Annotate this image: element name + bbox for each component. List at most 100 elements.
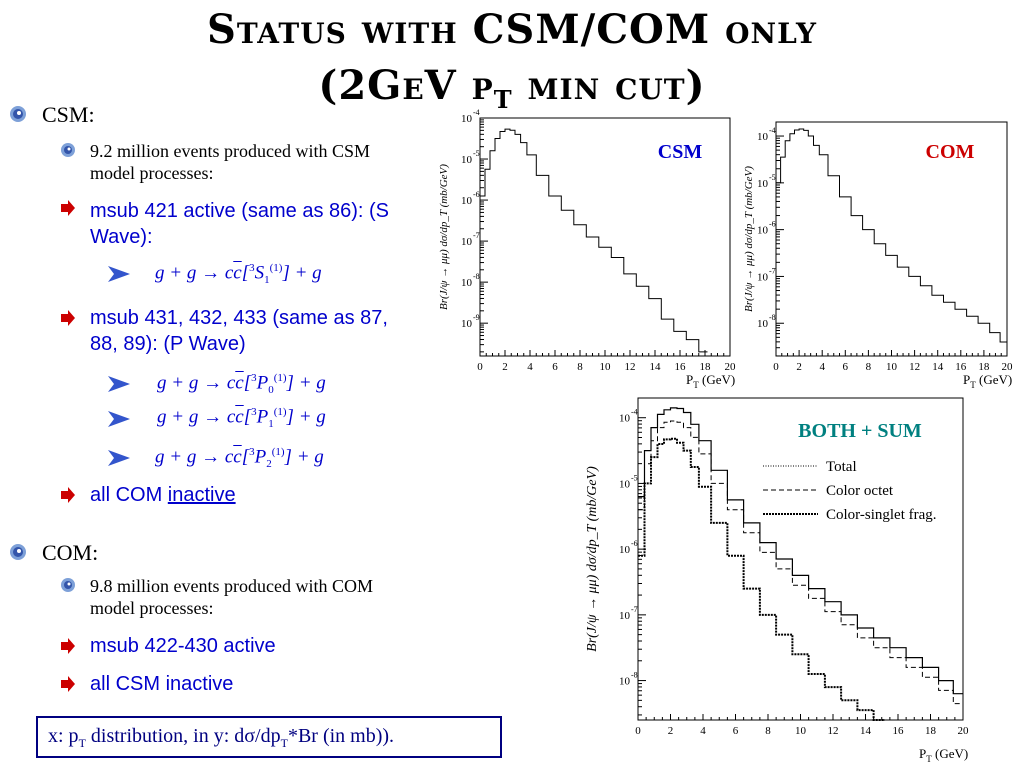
y-tick-label: 10 <box>461 113 473 125</box>
series-line-color-octet <box>638 420 963 705</box>
x-tick-label: 0 <box>635 725 641 737</box>
arrow-bullet-icon <box>61 638 75 654</box>
x-tick-label: 12 <box>828 725 839 737</box>
y-tick-exponent: -4 <box>473 108 480 117</box>
x-axis-title: PT (GeV) <box>919 746 968 764</box>
y-tick-label: 10 <box>461 318 473 330</box>
x-tick-label: 10 <box>886 361 898 373</box>
msub422-text: msub 422-430 active <box>90 635 276 657</box>
x-tick-label: 4 <box>527 361 533 373</box>
y-tick-exponent: -8 <box>473 272 480 281</box>
y-tick-label: 10 <box>461 154 473 166</box>
y-tick-label: 10 <box>619 610 631 622</box>
swirl-bullet-icon <box>61 578 75 592</box>
x-tick-label: 8 <box>577 361 583 373</box>
chart-1: 0 2 4 6 8 10 12 14 16 18 2010-410-510-610-710-8COM… <box>743 121 1014 390</box>
chevron-bullet-icon <box>108 266 130 282</box>
y-tick-label: 10 <box>461 236 473 248</box>
x-tick-label: 10 <box>600 361 612 373</box>
x-tick-label: 14 <box>932 361 944 373</box>
x-tick-label: 20 <box>725 361 737 373</box>
y-tick-exponent: -5 <box>473 149 480 158</box>
com-inactive-text: all COM inactive <box>90 484 236 506</box>
arrow-bullet-icon <box>61 200 75 216</box>
x-tick-label: 20 <box>1002 361 1014 373</box>
x-tick-label: 16 <box>675 361 687 373</box>
swirl-bullet-icon <box>10 106 26 122</box>
y-tick-exponent: -7 <box>769 266 776 275</box>
legend-label: Color octet <box>826 483 894 499</box>
series-line-histogram <box>480 128 708 353</box>
csm-inactive-text: all CSM inactive <box>90 673 234 695</box>
msub431-text: msub 431, 432, 433 (same as 87, 88, 89):… <box>90 307 388 355</box>
x-tick-label: 20 <box>958 725 970 737</box>
com-heading: COM: <box>42 540 99 565</box>
y-tick-exponent: -9 <box>473 313 480 322</box>
y-tick-label: 10 <box>461 195 473 207</box>
y-axis-title: Br(J/ψ → μμ) dσ/dp_T (mb/GeV) <box>585 466 600 652</box>
y-tick-exponent: -6 <box>473 190 480 199</box>
plot-frame <box>637 397 964 721</box>
series-line-color-singlet-frag- <box>638 437 885 721</box>
x-tick-label: 6 <box>733 725 739 737</box>
chevron-bullet-icon <box>108 376 130 392</box>
x-axis-title: PT (GeV) <box>686 372 735 390</box>
x-tick-label: 18 <box>700 361 712 373</box>
x-tick-label: 8 <box>866 361 872 373</box>
arrow-bullet-icon <box>61 676 75 692</box>
y-tick-exponent: -5 <box>631 473 638 482</box>
y-tick-label: 10 <box>461 277 473 289</box>
x-tick-label: 18 <box>925 725 937 737</box>
y-tick-exponent: -5 <box>769 173 776 182</box>
x-tick-label: 2 <box>796 361 802 373</box>
chart-label: COM <box>926 141 975 163</box>
legend-label: Total <box>826 459 857 475</box>
chart-2: 0 2 4 6 8 10 12 14 16 18 2010-410-510-610-710-8BOT… <box>585 397 970 764</box>
x-tick-label: 0 <box>773 361 779 373</box>
swirl-bullet-icon <box>61 143 75 157</box>
slide-title: Status with CSM/COM only <box>207 6 817 53</box>
x-tick-label: 4 <box>819 361 825 373</box>
y-tick-exponent: -7 <box>473 231 480 240</box>
y-tick-label: 10 <box>619 544 631 556</box>
arrow-bullet-icon <box>61 310 75 326</box>
x-tick-label: 12 <box>625 361 636 373</box>
slide-title-line2: (2GeV pT min cut) <box>318 62 706 115</box>
arrow-bullet-icon <box>61 487 75 503</box>
y-tick-exponent: -6 <box>769 220 776 229</box>
y-tick-label: 10 <box>757 131 769 143</box>
x-tick-label: 8 <box>765 725 771 737</box>
csm-events-text: 9.2 million events produced with CSM mod… <box>90 141 370 183</box>
x-tick-label: 2 <box>502 361 508 373</box>
y-axis-title: Br(J/ψ → μμ) dσ/dp_T (mb/GeV) <box>743 166 755 312</box>
chevron-bullet-icon <box>108 450 130 466</box>
x-tick-label: 18 <box>978 361 990 373</box>
chart-0: 0 2 4 6 8 10 12 14 16 18 2010-410-510-610-710-810-… <box>438 108 736 390</box>
y-tick-exponent: -8 <box>769 313 776 322</box>
equation-p-wave-0: g + g → cc[3P0(1)] + g <box>157 372 326 397</box>
y-tick-label: 10 <box>619 478 631 490</box>
y-tick-exponent: -4 <box>631 408 638 417</box>
x-tick-label: 2 <box>668 725 674 737</box>
y-tick-label: 10 <box>757 271 769 283</box>
equation-p-wave-1: g + g → cc[3P1(1)] + g <box>157 406 326 431</box>
x-tick-label: 4 <box>700 725 706 737</box>
y-tick-label: 10 <box>619 413 631 425</box>
series-line-histogram <box>776 128 1007 343</box>
y-tick-label: 10 <box>757 225 769 237</box>
x-tick-label: 0 <box>477 361 483 373</box>
x-axis-title: PT (GeV) <box>963 372 1012 390</box>
y-tick-label: 10 <box>757 318 769 330</box>
x-tick-label: 10 <box>795 725 807 737</box>
x-tick-label: 6 <box>843 361 849 373</box>
x-tick-label: 16 <box>955 361 967 373</box>
y-tick-exponent: -6 <box>631 539 638 548</box>
x-tick-label: 6 <box>552 361 558 373</box>
legend-label: Color-singlet frag. <box>826 507 937 523</box>
y-tick-exponent: -4 <box>769 126 776 135</box>
x-tick-label: 14 <box>860 725 872 737</box>
chart-label: BOTH + SUM <box>798 420 922 442</box>
x-tick-label: 12 <box>909 361 920 373</box>
y-tick-exponent: -8 <box>631 671 638 680</box>
